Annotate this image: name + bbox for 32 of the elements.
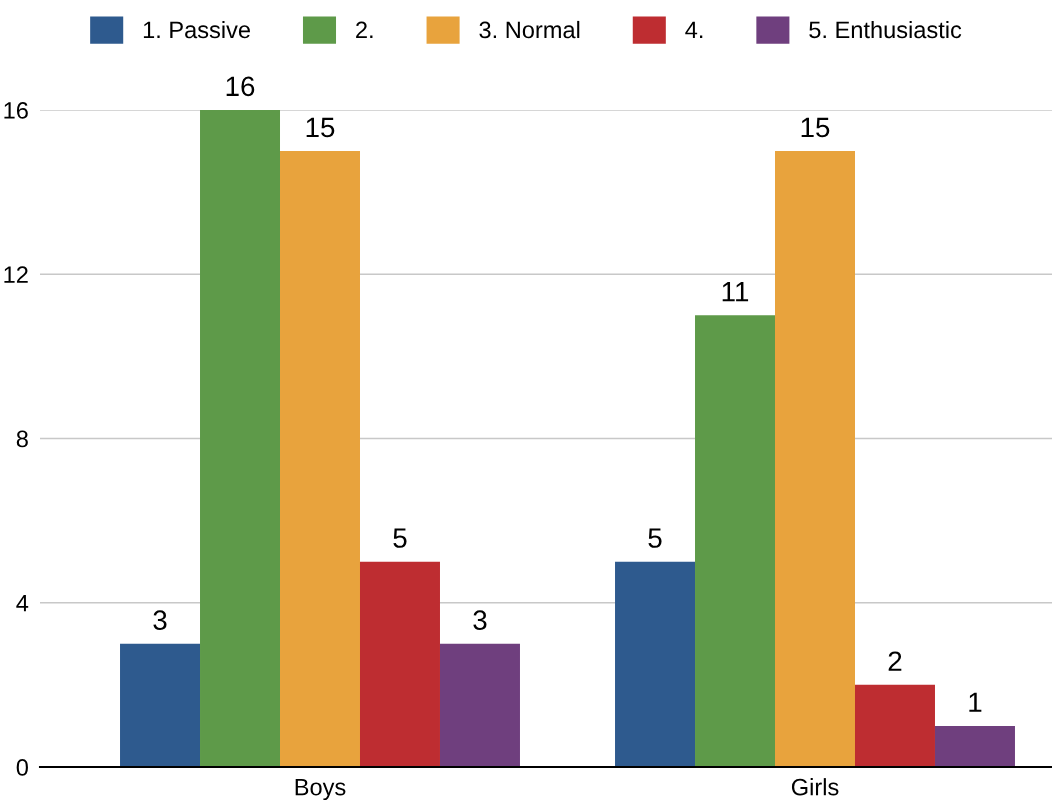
data-label: 16: [226, 76, 255, 97]
y-tick-label: 0: [16, 759, 28, 776]
bar: [934, 725, 1015, 767]
data-label: 1: [969, 692, 982, 712]
y-tick-label: 12: [4, 266, 28, 283]
bar: [200, 110, 280, 767]
bar: [775, 151, 855, 767]
y-tick-label: 4: [16, 595, 29, 612]
legend-label: 3. Normal: [479, 20, 580, 39]
bar: [615, 561, 696, 767]
data-label: 5: [393, 528, 407, 548]
bar: [120, 643, 201, 767]
data-label: 2: [888, 651, 902, 671]
y-tick-label: 16: [4, 102, 28, 119]
bar: [280, 151, 360, 767]
data-label: 15: [801, 117, 830, 138]
data-label: 3: [473, 610, 487, 630]
x-tick-label: Boys: [295, 778, 346, 801]
y-tick-label: 8: [16, 430, 28, 448]
bar: [855, 684, 935, 767]
bar: [695, 315, 775, 767]
legend-label: 4.: [685, 21, 703, 39]
data-label: 5: [648, 528, 662, 548]
data-label: 3: [153, 610, 167, 630]
data-label: 15: [306, 117, 335, 138]
bar: [439, 643, 520, 767]
legend-label: 2.: [356, 21, 373, 39]
legend-label: 1. Passive: [143, 20, 250, 39]
legend-label: 5. Enthusiastic: [809, 20, 962, 39]
x-tick-label: Girls: [791, 778, 839, 796]
data-label: 11: [722, 282, 749, 302]
bar: [360, 561, 440, 767]
